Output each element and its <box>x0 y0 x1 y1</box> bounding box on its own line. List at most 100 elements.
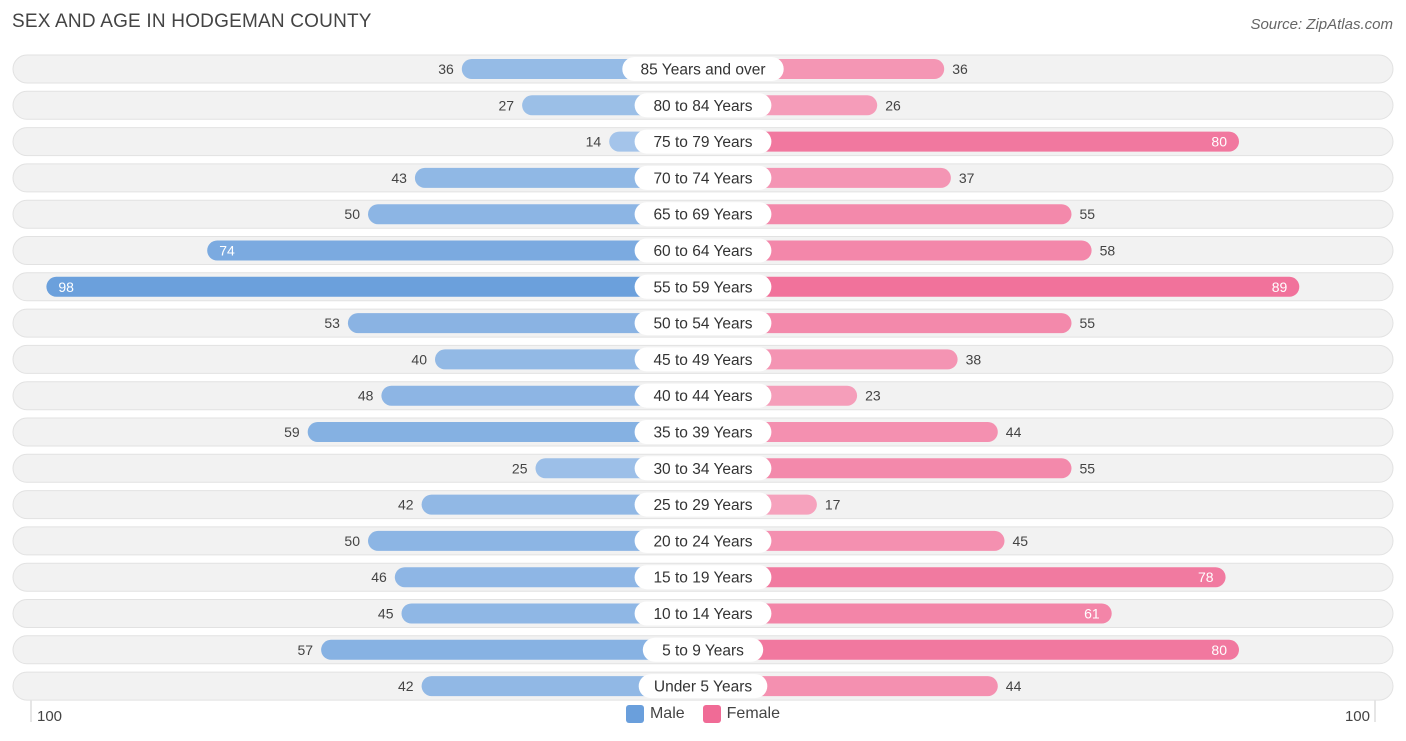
data-label-male: 53 <box>324 315 340 331</box>
bar-female <box>703 204 1072 225</box>
category-label: 45 to 49 Years <box>653 352 752 369</box>
legend-label-male: Male <box>649 705 685 722</box>
bar-male <box>401 603 703 624</box>
data-label-male: 40 <box>411 351 427 367</box>
data-label-male: 50 <box>344 206 360 222</box>
chart-title: SEX AND AGE IN HODGEMAN COUNTY <box>12 11 372 32</box>
category-label-background <box>634 93 772 118</box>
category-label: 5 to 9 Years <box>662 642 744 659</box>
bar-female <box>703 603 1112 624</box>
category-label: 20 to 24 Years <box>653 533 752 550</box>
category-label: 65 to 69 Years <box>653 207 752 224</box>
category-label-background <box>634 383 772 408</box>
category-label-background <box>634 129 772 154</box>
data-label-female: 26 <box>885 97 901 113</box>
category-label: 30 to 34 Years <box>653 461 752 478</box>
bar-male <box>414 167 703 188</box>
data-label-female: 17 <box>825 497 841 513</box>
legend-swatch-female <box>702 705 721 723</box>
category-label-background <box>642 637 764 662</box>
data-label-female: 61 <box>1084 606 1100 622</box>
data-label-female: 55 <box>1080 460 1096 476</box>
category-label-background <box>622 57 784 81</box>
category-label-background <box>638 674 768 699</box>
data-label-male: 14 <box>586 134 602 150</box>
bar-male <box>381 385 703 406</box>
data-label-male: 98 <box>58 279 74 295</box>
legend-swatch-male <box>625 705 644 723</box>
category-label: 40 to 44 Years <box>653 388 752 405</box>
category-label-background <box>634 274 772 299</box>
bar-male <box>368 530 703 551</box>
category-label-background <box>634 238 772 263</box>
axis-left-max-label: 100 <box>37 708 63 725</box>
bar-female <box>703 240 1092 261</box>
bar-male <box>368 204 703 225</box>
category-label: 85 Years and over <box>641 62 766 79</box>
category-label-background <box>634 492 772 517</box>
category-label-background <box>634 528 772 553</box>
category-label: 80 to 84 Years <box>653 98 752 115</box>
data-label-male: 43 <box>391 170 407 186</box>
bar-female <box>703 530 1005 551</box>
bar-female <box>703 458 1072 479</box>
data-label-male: 57 <box>298 642 314 658</box>
data-label-female: 45 <box>1013 533 1029 549</box>
axis-right-max-label: 100 <box>1344 708 1370 725</box>
bar-male <box>307 422 703 442</box>
data-label-female: 55 <box>1080 206 1096 222</box>
category-label-background <box>634 165 772 190</box>
data-label-female: 37 <box>959 170 975 186</box>
category-label: 55 to 59 Years <box>653 279 752 296</box>
bar-male <box>421 676 703 697</box>
category-label: 35 to 39 Years <box>653 425 752 442</box>
category-label: 60 to 64 Years <box>653 243 752 260</box>
category-label-background <box>634 601 772 626</box>
data-label-female: 38 <box>966 351 982 367</box>
category-label-background <box>634 347 772 372</box>
data-label-male: 74 <box>219 243 235 259</box>
legend-label-female: Female <box>726 705 781 722</box>
chart-source: Source: ZipAtlas.com <box>1250 16 1393 33</box>
data-label-male: 36 <box>438 61 454 77</box>
bar-male <box>207 240 703 261</box>
data-label-female: 44 <box>1006 424 1022 440</box>
bar-female <box>703 276 1300 297</box>
bar-male <box>421 494 703 515</box>
data-label-male: 27 <box>499 97 515 113</box>
data-label-male: 46 <box>371 569 387 585</box>
data-label-male: 42 <box>398 678 414 694</box>
legend-item-female[interactable]: Female <box>702 705 781 723</box>
category-label: 10 to 14 Years <box>653 606 752 623</box>
category-label: Under 5 Years <box>654 679 752 696</box>
category-label-background <box>634 202 772 227</box>
data-label-male: 50 <box>344 533 360 549</box>
bar-female <box>703 639 1239 660</box>
data-label-male: 59 <box>284 424 300 440</box>
data-label-female: 58 <box>1100 243 1116 259</box>
category-label: 25 to 29 Years <box>653 497 752 514</box>
bar-female <box>703 422 998 442</box>
bar-female <box>703 676 998 697</box>
category-label: 50 to 54 Years <box>653 316 752 333</box>
category-label-background <box>634 456 772 481</box>
data-label-female: 55 <box>1080 315 1096 331</box>
data-label-male: 45 <box>378 606 394 622</box>
data-label-female: 80 <box>1211 642 1227 658</box>
data-label-male: 42 <box>398 497 414 513</box>
data-label-female: 44 <box>1006 678 1022 694</box>
bar-male <box>347 313 703 334</box>
chart-legend: Male Female <box>0 705 1406 723</box>
data-label-male: 25 <box>512 460 528 476</box>
data-label-male: 48 <box>358 388 374 404</box>
bar-male <box>394 567 703 588</box>
category-label-background <box>634 311 772 336</box>
data-label-female: 36 <box>952 61 968 77</box>
data-label-female: 80 <box>1211 134 1227 150</box>
category-label-background <box>634 420 772 444</box>
category-label: 15 to 19 Years <box>653 570 752 587</box>
category-label: 75 to 79 Years <box>653 134 752 151</box>
legend-item-male[interactable]: Male <box>625 705 685 723</box>
bar-male <box>46 276 703 297</box>
